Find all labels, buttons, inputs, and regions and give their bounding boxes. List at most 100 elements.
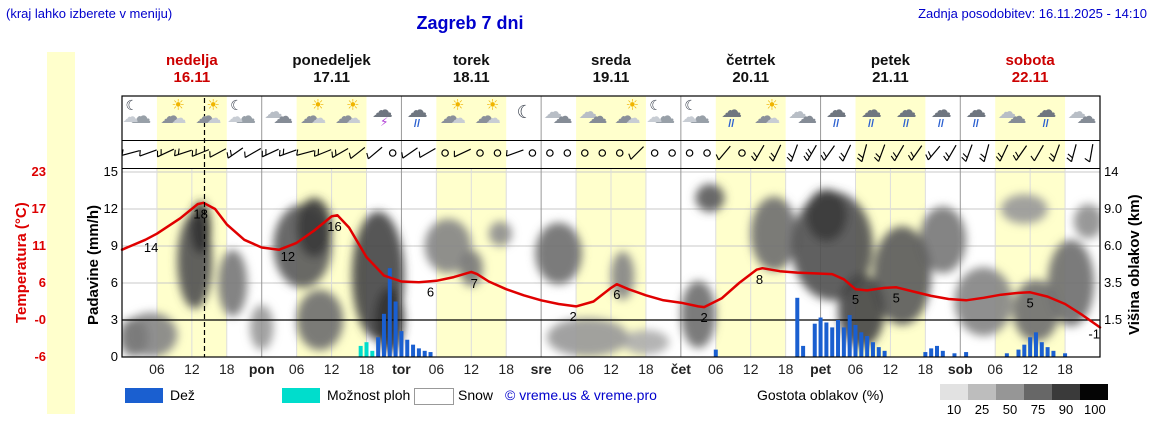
time-tick-label: 12 <box>463 361 479 377</box>
wind-barb-feather <box>943 155 948 162</box>
cloud-height-tick-label: 14 <box>1104 164 1119 179</box>
wind-barb-feather <box>873 156 880 162</box>
rain-bar <box>952 353 957 357</box>
cloud-blob <box>296 197 332 258</box>
calm-wind-circle <box>685 149 694 157</box>
calm-wind-circle <box>528 149 537 157</box>
wind-barb <box>506 149 524 157</box>
wind-barb-feather <box>121 149 124 156</box>
gradient-segment <box>968 384 996 400</box>
wind-barb-feather <box>945 152 950 158</box>
wind-barb-feather <box>1067 153 1073 159</box>
cloud-blob <box>695 183 725 212</box>
rain-bar <box>812 323 817 357</box>
wind-barb-feather <box>366 152 369 159</box>
gradient-segment <box>996 384 1024 400</box>
shower-swatch <box>282 388 320 403</box>
cloud-height-tick-label: 6.0 <box>1104 238 1123 253</box>
wind-barb <box>983 144 990 162</box>
cloud-blob <box>680 280 716 349</box>
wind-barb-feather <box>822 151 827 158</box>
cloud-blob <box>919 206 967 274</box>
day-name: petek <box>870 52 911 69</box>
rain-bar <box>1039 342 1044 357</box>
precip-tick-label: 12 <box>103 201 118 216</box>
cloud-blob <box>424 218 472 274</box>
wind-barb <box>878 144 886 162</box>
snow-label: Snow <box>458 387 494 403</box>
time-tick-label: 12 <box>1022 361 1038 377</box>
wind-barb <box>1052 144 1060 162</box>
temp-tick-label: -6 <box>34 349 46 364</box>
wind-barb-feather <box>628 153 632 160</box>
calm-wind-circle <box>581 149 589 157</box>
time-tick-label: čet <box>671 361 692 377</box>
rain-bar <box>929 348 934 357</box>
day-header-ponedeljek: ponedeljek 17.11 <box>262 52 402 86</box>
cloud-blob <box>872 226 932 325</box>
temp-tick-label: -0 <box>34 312 46 327</box>
temperature-value-label: 16 <box>327 219 341 234</box>
cloud-blob <box>750 196 798 271</box>
wind-barb-feather <box>805 152 810 158</box>
wind-barb-feather <box>840 152 846 158</box>
rain-bar <box>847 315 852 357</box>
wind-barb <box>1089 144 1094 162</box>
wind-row <box>121 144 1094 163</box>
day-date: 21.11 <box>872 69 909 86</box>
rain-bar <box>940 350 945 357</box>
time-tick-label: pet <box>810 361 831 377</box>
rain-bar <box>801 345 806 357</box>
last-update-text: Zadnja posodobitev: 16.11.2025 - 14:10 <box>918 6 1147 21</box>
time-tick-label: 06 <box>149 361 165 377</box>
rain-bar <box>964 352 969 357</box>
day-date: 18.11 <box>452 69 490 86</box>
rain-bar <box>830 327 835 357</box>
wind-barb <box>754 144 765 162</box>
rain-bar <box>836 320 841 357</box>
copyright-link[interactable]: © vreme.us & vreme.pro <box>505 387 657 403</box>
shower-label: Možnost ploh <box>327 387 411 403</box>
day-name: sreda <box>590 52 632 69</box>
day-header-nedelja: nedelja 16.11 <box>122 52 262 86</box>
wind-barb-feather <box>401 152 404 159</box>
precip-tick-label: 15 <box>103 164 118 179</box>
cloud-blob <box>622 329 670 355</box>
calm-wind-circle <box>388 149 397 157</box>
time-tick-label: 06 <box>289 361 305 377</box>
wind-barb <box>1033 144 1044 162</box>
calm-wind-circle <box>598 149 607 157</box>
wind-barb-feather <box>1030 155 1035 162</box>
wind-barb <box>772 144 782 162</box>
wind-barb-feather <box>282 148 285 155</box>
calm-wind-circle <box>668 149 676 157</box>
day-date: 19.11 <box>592 69 630 86</box>
shower-bar <box>358 345 363 357</box>
time-tick-label: 18 <box>498 361 514 377</box>
calm-wind-circle <box>476 149 484 157</box>
temperature-value-label: 6 <box>427 284 434 299</box>
wind-barb-feather <box>751 155 756 162</box>
wind-barb <box>630 146 644 160</box>
time-tick-label: 06 <box>848 361 864 377</box>
wind-barb-feather <box>244 151 246 158</box>
rain-bar <box>381 313 386 357</box>
cloud-blob <box>190 201 211 254</box>
rain-bar <box>870 342 875 357</box>
plot-frame <box>121 95 1101 358</box>
rain-bar <box>387 268 392 357</box>
precip-tick-label: 9 <box>110 238 118 253</box>
wind-barb <box>402 147 418 159</box>
wind-barb-feather <box>770 152 776 158</box>
temp-tick-label: 11 <box>32 238 46 253</box>
calm-wind-circle <box>615 149 624 157</box>
cloud-blob <box>954 267 1013 336</box>
cloud-height-tick-label: 9.0 <box>1104 201 1123 216</box>
wind-barb <box>157 148 175 158</box>
cloud-blob <box>1047 239 1095 327</box>
calm-wind-circle <box>563 149 572 157</box>
wind-barb-feather <box>820 154 825 161</box>
wind-barb <box>121 150 140 156</box>
